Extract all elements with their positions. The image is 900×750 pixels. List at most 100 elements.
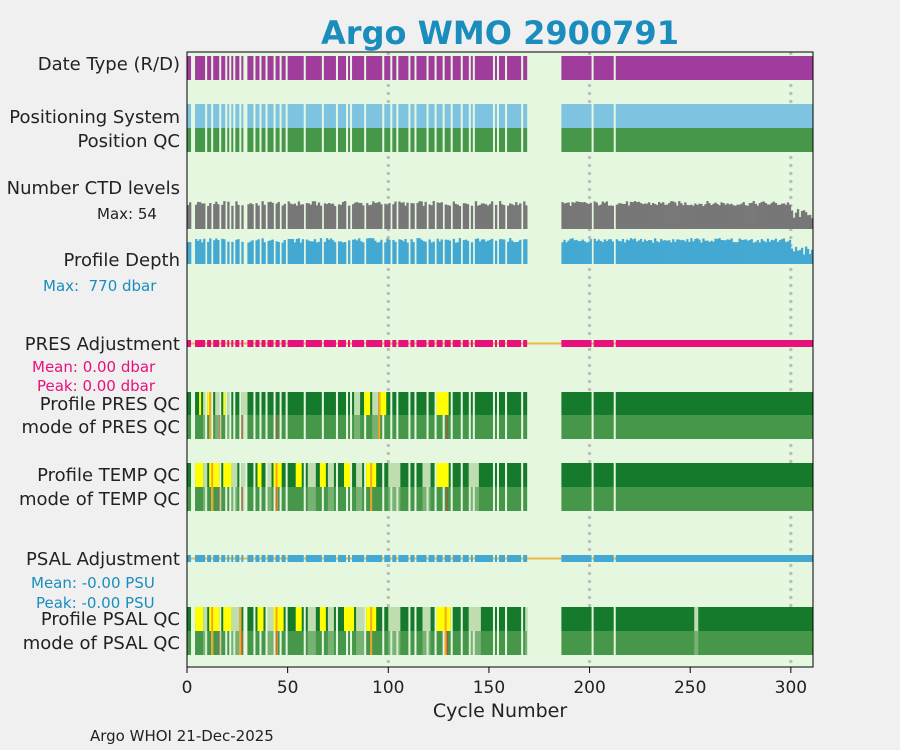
bar-profile-temp-qc-flag-light <box>267 463 272 487</box>
bar-mode-psal-qc-flag-orange <box>370 631 373 655</box>
bar-date-type <box>352 56 365 80</box>
bar-mode-pres-qc <box>231 415 234 439</box>
bar-ctd-levels <box>199 202 202 229</box>
bar-profile-depth <box>523 239 526 264</box>
bar-profile-depth <box>647 240 651 264</box>
bar-profile-depth <box>458 238 462 264</box>
bar-ctd-levels <box>327 203 331 229</box>
bar-profile-temp-qc-flag-yellow <box>257 463 262 487</box>
bar-mode-psal-qc-flag-orange <box>239 631 242 655</box>
bar-ctd-levels <box>323 203 327 229</box>
bar-ctd-levels <box>444 204 447 229</box>
bar-ctd-levels <box>418 201 421 229</box>
bar-mode-pres-qc-flag-light <box>227 415 230 439</box>
bar-profile-depth <box>806 248 810 264</box>
bar-date-type <box>462 56 469 80</box>
bar-mode-temp-qc <box>428 487 435 511</box>
bar-pres-adjustment <box>507 340 522 347</box>
bar-profile-psal-qc <box>561 607 592 631</box>
bar-profile-temp-qc-flag-yellow <box>223 463 232 487</box>
bar-ctd-levels <box>605 201 608 229</box>
bar-mode-temp-qc <box>593 487 614 511</box>
chart-title: Argo WMO 2900791 <box>321 14 679 52</box>
bar-profile-depth <box>213 240 216 264</box>
bar-profile-pres-qc <box>261 392 266 415</box>
bar-date-type <box>187 56 192 80</box>
bar-profile-depth <box>525 239 528 264</box>
bar-psal-adjustment <box>470 555 473 562</box>
bar-ctd-levels <box>593 201 596 229</box>
bar-mode-pres-qc <box>452 415 461 439</box>
bar-profile-psal-qc <box>452 607 461 631</box>
bar-profile-temp-qc-flag-light <box>422 463 431 487</box>
bar-positioning-system <box>235 104 240 128</box>
bar-profile-pres-qc-flag-yellow <box>436 392 449 415</box>
bar-mode-pres-qc-flag-light <box>215 415 220 439</box>
bar-ctd-levels <box>601 201 604 229</box>
bar-position-qc <box>615 128 813 152</box>
bar-profile-depth <box>438 241 441 264</box>
bar-profile-depth <box>688 242 691 264</box>
bar-ctd-levels <box>360 202 363 229</box>
bar-profile-temp-qc <box>615 463 813 487</box>
bar-pres-adjustment <box>498 340 506 347</box>
bar-profile-depth <box>341 242 345 264</box>
bar-ctd-levels <box>609 205 613 229</box>
x-axis-label: Cycle Number <box>433 700 567 722</box>
bar-profile-depth <box>567 240 570 264</box>
bar-profile-depth <box>573 240 576 264</box>
bar-ctd-levels <box>271 202 274 229</box>
bar-ctd-levels <box>261 201 264 229</box>
bar-ctd-levels <box>195 204 198 229</box>
bar-mode-temp-qc-flag-red <box>241 487 243 511</box>
bar-ctd-levels <box>257 205 260 229</box>
bar-ctd-levels <box>662 202 665 229</box>
axis-frame <box>186 51 814 668</box>
bar-ctd-levels <box>794 212 798 229</box>
bar-mode-psal-qc <box>221 631 226 655</box>
bar-ctd-levels <box>798 217 802 229</box>
bar-profile-depth <box>354 239 357 264</box>
bar-position-qc <box>227 128 230 152</box>
bar-pres-adjustment <box>231 340 234 347</box>
bar-positioning-system <box>221 104 226 128</box>
bar-profile-depth <box>406 242 409 264</box>
bar-profile-depth <box>519 239 522 264</box>
bar-profile-depth <box>796 250 800 264</box>
bar-ctd-levels <box>436 202 439 229</box>
bar-pres-adjustment <box>444 340 451 347</box>
bar-pres-adjustment <box>593 340 614 347</box>
bar-pres-adjustment <box>305 340 322 347</box>
bar-pres-adjustment <box>323 340 336 347</box>
bar-ctd-levels <box>376 202 379 229</box>
bar-profile-pres-qc-flag-yellow <box>380 392 387 415</box>
bar-positioning-system <box>337 104 347 128</box>
bar-profile-temp-qc <box>523 463 528 487</box>
bar-profile-depth <box>484 241 488 264</box>
bar-psal-adjustment <box>494 555 497 562</box>
bar-profile-depth <box>235 239 238 264</box>
bar-profile-depth <box>275 241 278 264</box>
bar-mode-pres-qc-flag-light <box>372 415 379 439</box>
bar-profile-depth <box>454 242 458 264</box>
bar-profile-psal-qc <box>416 607 427 631</box>
bar-profile-depth <box>686 239 689 264</box>
bar-profile-depth <box>203 238 206 264</box>
bar-profile-depth <box>720 240 723 264</box>
bar-profile-depth <box>790 248 794 264</box>
bar-profile-psal-qc <box>187 607 192 631</box>
bar-ctd-levels <box>251 204 254 229</box>
bar-ctd-levels <box>507 205 510 229</box>
bar-positioning-system <box>561 104 592 128</box>
bar-profile-depth <box>486 240 490 264</box>
bar-ctd-levels <box>722 202 725 229</box>
bar-ctd-levels <box>637 201 641 229</box>
bar-position-qc <box>275 128 280 152</box>
bar-profile-depth <box>404 239 407 264</box>
bar-profile-depth <box>325 238 329 264</box>
bar-mode-psal-qc <box>474 631 493 655</box>
bar-profile-depth <box>402 241 405 264</box>
bar-profile-pres-qc-flag-yellow <box>364 392 371 415</box>
bar-profile-temp-qc-flag-light <box>356 463 363 487</box>
profile-depth-max: Max: 770 dbar <box>43 277 157 295</box>
